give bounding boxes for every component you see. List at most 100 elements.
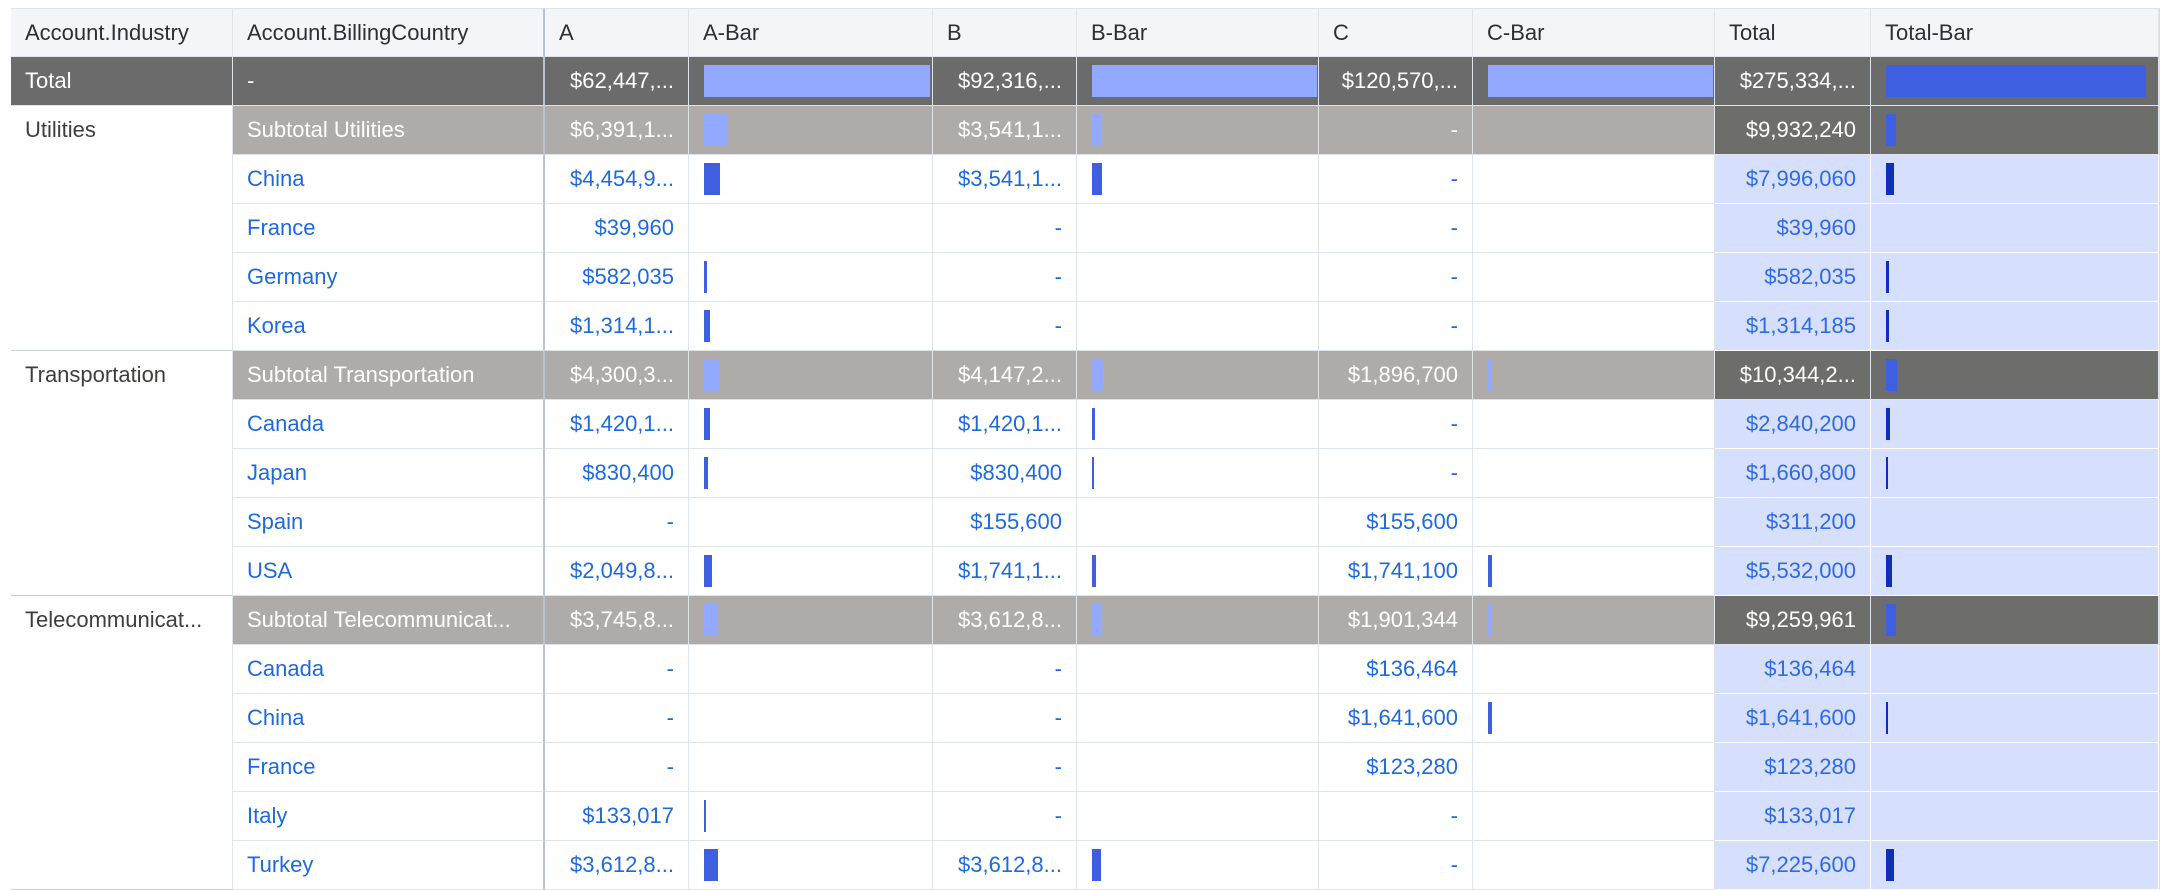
- subtotal-a[interactable]: $3,745,8...: [545, 596, 689, 645]
- value-a[interactable]: $830,400: [545, 449, 689, 498]
- grand-total-a-bar: [689, 57, 933, 106]
- value-total[interactable]: $2,840,200: [1715, 400, 1871, 449]
- country-cell[interactable]: France: [233, 743, 545, 792]
- grand-total-b[interactable]: $92,316,...: [933, 57, 1077, 106]
- value-b[interactable]: -: [933, 792, 1077, 841]
- col-header-b-bar[interactable]: B-Bar: [1077, 8, 1319, 57]
- col-header-a[interactable]: A: [545, 8, 689, 57]
- value-b[interactable]: -: [933, 302, 1077, 351]
- value-c[interactable]: -: [1319, 302, 1473, 351]
- value-b[interactable]: -: [933, 694, 1077, 743]
- value-b[interactable]: $155,600: [933, 498, 1077, 547]
- subtotal-b[interactable]: $4,147,2...: [933, 351, 1077, 400]
- value-total[interactable]: $7,225,600: [1715, 841, 1871, 890]
- grand-total-c[interactable]: $120,570,...: [1319, 57, 1473, 106]
- value-c[interactable]: -: [1319, 400, 1473, 449]
- col-header-total-bar[interactable]: Total-Bar: [1871, 8, 2159, 57]
- value-c[interactable]: -: [1319, 841, 1473, 890]
- value-total[interactable]: $133,017: [1715, 792, 1871, 841]
- value-a[interactable]: -: [545, 694, 689, 743]
- value-a[interactable]: $2,049,8...: [545, 547, 689, 596]
- subtotal-a[interactable]: $4,300,3...: [545, 351, 689, 400]
- industry-cell[interactable]: Telecommunicat...: [11, 596, 233, 890]
- country-cell[interactable]: Canada: [233, 645, 545, 694]
- industry-cell[interactable]: Transportation: [11, 351, 233, 596]
- value-c[interactable]: $123,280: [1319, 743, 1473, 792]
- value-a[interactable]: $4,454,9...: [545, 155, 689, 204]
- country-cell[interactable]: Spain: [233, 498, 545, 547]
- col-header-industry[interactable]: Account.Industry: [11, 8, 233, 57]
- subtotal-b[interactable]: $3,541,1...: [933, 106, 1077, 155]
- country-cell[interactable]: USA: [233, 547, 545, 596]
- value-total[interactable]: $1,660,800: [1715, 449, 1871, 498]
- value-b[interactable]: -: [933, 204, 1077, 253]
- value-c[interactable]: -: [1319, 204, 1473, 253]
- value-b[interactable]: $3,541,1...: [933, 155, 1077, 204]
- value-c[interactable]: -: [1319, 155, 1473, 204]
- col-header-billing-country[interactable]: Account.BillingCountry: [233, 8, 545, 57]
- value-a[interactable]: $582,035: [545, 253, 689, 302]
- bar: [1886, 702, 1888, 734]
- value-total[interactable]: $311,200: [1715, 498, 1871, 547]
- subtotal-a[interactable]: $6,391,1...: [545, 106, 689, 155]
- value-total[interactable]: $39,960: [1715, 204, 1871, 253]
- subtotal-total[interactable]: $9,932,240: [1715, 106, 1871, 155]
- subtotal-c[interactable]: -: [1319, 106, 1473, 155]
- value-b[interactable]: -: [933, 743, 1077, 792]
- value-b[interactable]: $3,612,8...: [933, 841, 1077, 890]
- country-cell[interactable]: China: [233, 155, 545, 204]
- value-a[interactable]: -: [545, 645, 689, 694]
- bar: [1886, 114, 1896, 146]
- value-total[interactable]: $1,314,185: [1715, 302, 1871, 351]
- country-cell[interactable]: Italy: [233, 792, 545, 841]
- grand-total-a[interactable]: $62,447,...: [545, 57, 689, 106]
- value-b[interactable]: -: [933, 253, 1077, 302]
- value-b[interactable]: $830,400: [933, 449, 1077, 498]
- value-total[interactable]: $136,464: [1715, 645, 1871, 694]
- subtotal-label: Subtotal Telecommunicat...: [233, 596, 545, 645]
- bar-b: [1077, 498, 1319, 547]
- value-a[interactable]: -: [545, 498, 689, 547]
- value-b[interactable]: $1,741,1...: [933, 547, 1077, 596]
- subtotal-total[interactable]: $10,344,2...: [1715, 351, 1871, 400]
- value-a[interactable]: $39,960: [545, 204, 689, 253]
- country-cell[interactable]: Germany: [233, 253, 545, 302]
- bar-a: [689, 449, 933, 498]
- value-c[interactable]: -: [1319, 792, 1473, 841]
- value-total[interactable]: $582,035: [1715, 253, 1871, 302]
- value-a[interactable]: $1,314,1...: [545, 302, 689, 351]
- industry-cell[interactable]: Utilities: [11, 106, 233, 351]
- subtotal-c[interactable]: $1,896,700: [1319, 351, 1473, 400]
- value-b[interactable]: -: [933, 645, 1077, 694]
- grand-total-total[interactable]: $275,334,...: [1715, 57, 1871, 106]
- value-c[interactable]: $1,641,600: [1319, 694, 1473, 743]
- value-total[interactable]: $7,996,060: [1715, 155, 1871, 204]
- value-total[interactable]: $123,280: [1715, 743, 1871, 792]
- subtotal-c[interactable]: $1,901,344: [1319, 596, 1473, 645]
- col-header-total[interactable]: Total: [1715, 8, 1871, 57]
- value-a[interactable]: $3,612,8...: [545, 841, 689, 890]
- value-c[interactable]: -: [1319, 253, 1473, 302]
- value-c[interactable]: -: [1319, 449, 1473, 498]
- country-cell[interactable]: China: [233, 694, 545, 743]
- value-b[interactable]: $1,420,1...: [933, 400, 1077, 449]
- value-c[interactable]: $155,600: [1319, 498, 1473, 547]
- col-header-c[interactable]: C: [1319, 8, 1473, 57]
- country-cell[interactable]: France: [233, 204, 545, 253]
- value-c[interactable]: $1,741,100: [1319, 547, 1473, 596]
- value-a[interactable]: $133,017: [545, 792, 689, 841]
- subtotal-b[interactable]: $3,612,8...: [933, 596, 1077, 645]
- col-header-c-bar[interactable]: C-Bar: [1473, 8, 1715, 57]
- country-cell[interactable]: Korea: [233, 302, 545, 351]
- value-c[interactable]: $136,464: [1319, 645, 1473, 694]
- col-header-a-bar[interactable]: A-Bar: [689, 8, 933, 57]
- value-a[interactable]: $1,420,1...: [545, 400, 689, 449]
- country-cell[interactable]: Turkey: [233, 841, 545, 890]
- value-total[interactable]: $5,532,000: [1715, 547, 1871, 596]
- subtotal-total[interactable]: $9,259,961: [1715, 596, 1871, 645]
- value-a[interactable]: -: [545, 743, 689, 792]
- col-header-b[interactable]: B: [933, 8, 1077, 57]
- country-cell[interactable]: Japan: [233, 449, 545, 498]
- value-total[interactable]: $1,641,600: [1715, 694, 1871, 743]
- country-cell[interactable]: Canada: [233, 400, 545, 449]
